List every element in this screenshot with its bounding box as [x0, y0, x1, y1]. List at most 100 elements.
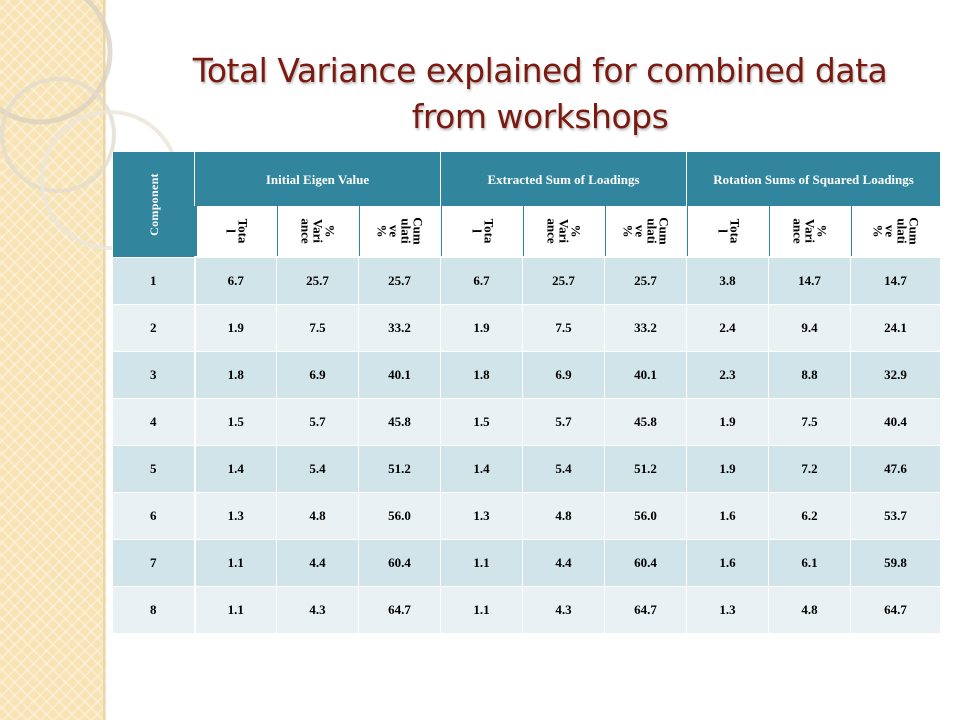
table-cell: 5.7: [522, 398, 605, 446]
table-cell: 4.8: [768, 586, 852, 634]
table-cell: 14.7: [850, 256, 942, 305]
sub-header-box: % Vari ance: [523, 206, 604, 256]
sub-header-label: Tota l: [715, 218, 743, 244]
table-cell: 60.4: [603, 539, 688, 587]
table-cell: 1.4: [440, 445, 523, 493]
table-cell: 4.3: [276, 586, 359, 634]
sub-header-label: Cum ulati ve %: [374, 217, 426, 245]
sub-header-box: Tota l: [441, 206, 522, 256]
table-cell: 6.1: [768, 539, 852, 587]
sub-header-box: Tota l: [687, 206, 768, 256]
table-cell: 64.7: [850, 586, 942, 634]
table-cell: 5.4: [522, 445, 605, 493]
table-cell: 1.1: [440, 539, 523, 587]
table-cell: 2.3: [686, 351, 770, 399]
sub-header-box: % Vari ance: [277, 206, 358, 256]
sub-header-cell: Cum ulati ve %: [358, 206, 441, 258]
table-cell: 60.4: [358, 539, 441, 587]
table-cell: 56.0: [358, 492, 441, 540]
table-cell: 45.8: [358, 398, 441, 446]
table-cell: 4.8: [522, 492, 605, 540]
table-cell: 47.6: [850, 445, 942, 493]
title-line-2: from workshops: [411, 97, 669, 136]
table-cell: 1.6: [686, 492, 770, 540]
table-cell: 32.9: [850, 351, 942, 399]
group-header-rotation-loadings: Rotation Sums of Squared Loadings: [686, 152, 942, 206]
component-number-cell: 3: [112, 351, 196, 399]
table-cell: 1.3: [194, 492, 277, 540]
table-cell: 51.2: [603, 445, 688, 493]
component-header-cell: Component: [112, 152, 195, 257]
table-row: 5 1.4 5.4 51.2 1.4 5.4 51.2 1.9 7.2 47.6: [112, 445, 942, 493]
table-cell: 64.7: [603, 586, 688, 634]
table-cell: 7.5: [522, 304, 605, 352]
table-cell: 45.8: [603, 398, 688, 446]
table-cell: 56.0: [603, 492, 688, 540]
sub-header-box: Cum ulati ve %: [359, 206, 440, 256]
table-cell: 51.2: [358, 445, 441, 493]
group-header-initial-eigen: Initial Eigen Value: [194, 152, 441, 206]
table-cell: 8.8: [768, 351, 852, 399]
sub-header-cell: Tota l: [686, 206, 770, 258]
table-cell: 14.7: [768, 256, 852, 305]
table-cell: 6.9: [522, 351, 605, 399]
table-cell: 25.7: [358, 256, 441, 305]
component-number-cell: 6: [112, 492, 196, 540]
sub-header-label: Tota l: [223, 218, 251, 244]
sub-header-label: % Vari ance: [545, 218, 584, 244]
sub-header-label: % Vari ance: [299, 218, 338, 244]
component-number-cell: 8: [112, 586, 196, 634]
sub-header-cell: % Vari ance: [522, 206, 605, 258]
table-row: 2 1.9 7.5 33.2 1.9 7.5 33.2 2.4 9.4 24.1: [112, 304, 942, 352]
side-divider: [103, 0, 105, 720]
table-cell: 33.2: [603, 304, 688, 352]
component-number-cell: 7: [112, 539, 196, 587]
component-number-cell: 1: [112, 256, 196, 305]
table-cell: 1.1: [194, 586, 277, 634]
table-row: 7 1.1 4.4 60.4 1.1 4.4 60.4 1.6 6.1 59.8: [112, 539, 942, 587]
sub-header-cell: Tota l: [440, 206, 523, 258]
component-number-cell: 4: [112, 398, 196, 446]
table-cell: 40.4: [850, 398, 942, 446]
table-cell: 1.9: [194, 304, 277, 352]
sub-header-cell: Cum ulati ve %: [850, 206, 942, 258]
table-cell: 7.5: [768, 398, 852, 446]
table-cell: 6.9: [276, 351, 359, 399]
sub-header-label: Cum ulati ve %: [621, 217, 673, 245]
sub-header-box: Tota l: [195, 206, 277, 256]
table-cell: 7.2: [768, 445, 852, 493]
table-cell: 24.1: [850, 304, 942, 352]
table-cell: 7.5: [276, 304, 359, 352]
sub-header-cell: Cum ulati ve %: [603, 206, 688, 258]
sub-header-label: Cum ulati ve %: [871, 217, 923, 245]
sub-header-label: % Vari ance: [791, 218, 831, 244]
sub-header-label: Tota l: [469, 218, 496, 244]
table-cell: 64.7: [358, 586, 441, 634]
decorative-side-strip: [0, 0, 106, 720]
table-cell: 1.5: [440, 398, 523, 446]
table-row: 1 6.7 25.7 25.7 6.7 25.7 25.7 3.8 14.7 14.7: [112, 256, 942, 305]
table-cell: 40.1: [358, 351, 441, 399]
component-number-cell: 2: [112, 304, 196, 352]
table-cell: 6.2: [768, 492, 852, 540]
table-row: 8 1.1 4.3 64.7 1.1 4.3 64.7 1.3 4.8 64.7: [112, 586, 942, 634]
sub-header-box: % Vari ance: [769, 206, 850, 256]
table-cell: 1.5: [194, 398, 277, 446]
table-cell: 33.2: [358, 304, 441, 352]
table-cell: 2.4: [686, 304, 770, 352]
component-number-cell: 5: [112, 445, 196, 493]
table-cell: 1.1: [194, 539, 277, 587]
slide-title: Total Variance explained for combined da…: [150, 48, 930, 140]
table-cell: 1.1: [440, 586, 523, 634]
table-cell: 1.3: [440, 492, 523, 540]
table-cell: 25.7: [522, 256, 605, 305]
table-row: 4 1.5 5.7 45.8 1.5 5.7 45.8 1.9 7.5 40.4: [112, 398, 942, 446]
table-cell: 1.9: [686, 398, 770, 446]
title-line-1: Total Variance explained for combined da…: [192, 51, 888, 90]
sub-header-box: Cum ulati ve %: [851, 206, 940, 256]
table-cell: 3.8: [686, 256, 770, 305]
table-cell: 25.7: [276, 256, 359, 305]
table-cell: 25.7: [603, 256, 688, 305]
sub-header-cell: Tota l: [193, 206, 277, 258]
table-cell: 4.4: [522, 539, 605, 587]
